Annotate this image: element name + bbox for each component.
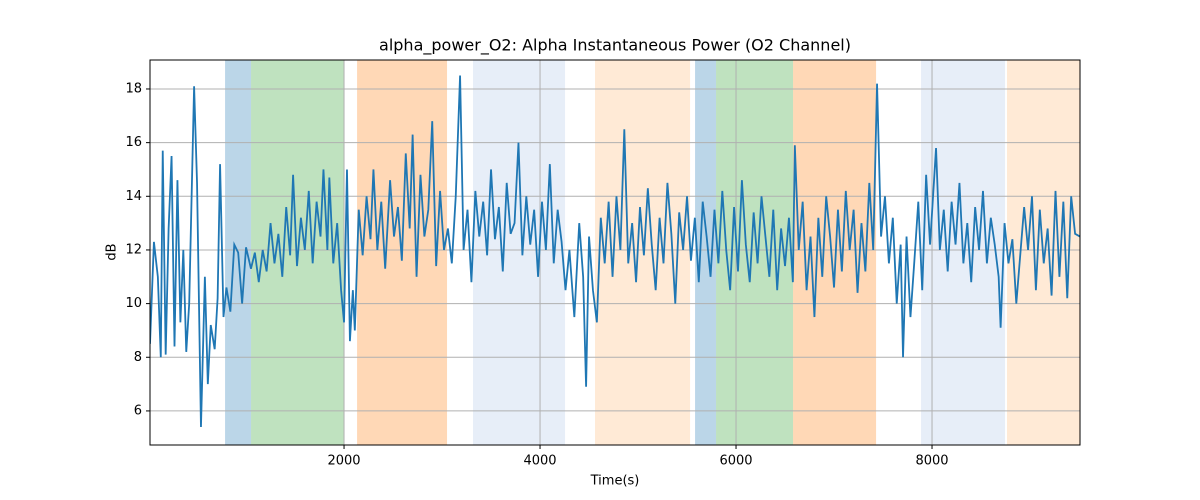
region — [716, 60, 794, 445]
y-tick-label: 6 — [134, 403, 142, 418]
x-tick-label: 2000 — [327, 454, 360, 469]
x-axis-label: Time(s) — [590, 474, 640, 489]
region — [793, 60, 877, 445]
y-tick-label: 12 — [125, 242, 142, 257]
y-tick-label: 8 — [134, 350, 142, 365]
chart-title: alpha_power_O2: Alpha Instantaneous Powe… — [379, 36, 851, 56]
x-tick-label: 8000 — [915, 454, 948, 469]
region — [695, 60, 717, 445]
y-tick-label: 16 — [125, 135, 142, 150]
region — [473, 60, 566, 445]
x-tick-label: 6000 — [719, 454, 752, 469]
y-tick-label: 18 — [125, 81, 142, 96]
data-line — [150, 75, 1080, 428]
region — [595, 60, 691, 445]
x-tick-label: 4000 — [523, 454, 556, 469]
plot-frame — [149, 59, 1081, 446]
y-axis-label: dB — [105, 243, 120, 260]
y-tick-label: 10 — [125, 296, 142, 311]
y-tick-label: 14 — [125, 189, 142, 204]
